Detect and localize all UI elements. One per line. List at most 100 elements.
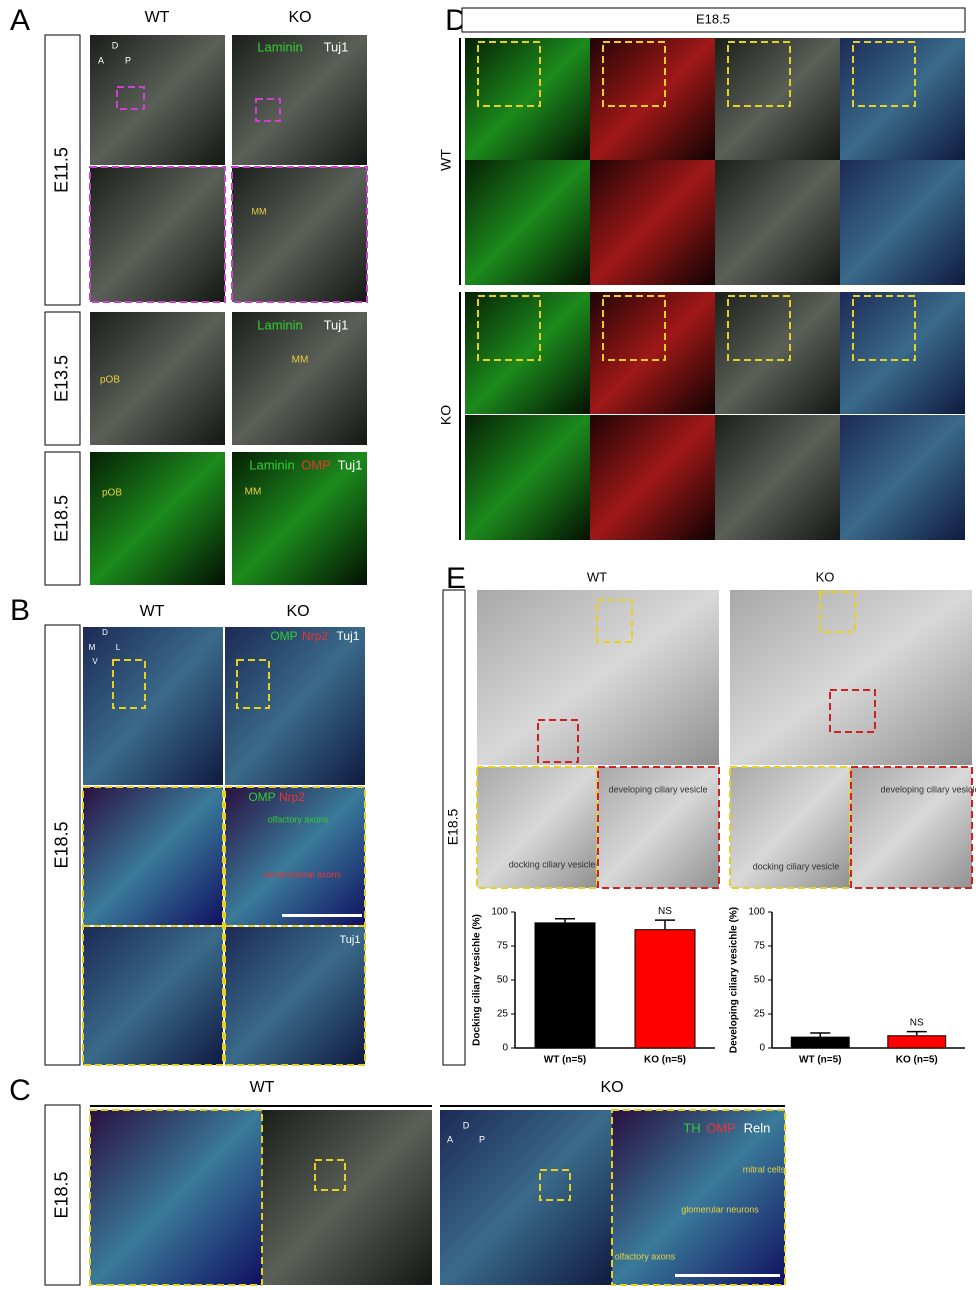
micrograph	[715, 160, 840, 285]
panel-label: B	[10, 594, 30, 627]
y-tick-label: 0	[502, 1043, 508, 1054]
row-label: E18.5	[445, 808, 461, 845]
y-tick-label: 50	[497, 975, 509, 986]
annotation: MM	[292, 355, 309, 366]
micrograph	[225, 927, 365, 1065]
bar	[887, 1035, 947, 1049]
panel-label: E	[446, 562, 466, 595]
y-tick-label: 100	[748, 907, 765, 918]
row-label-box	[44, 311, 81, 446]
annotation: P	[479, 1134, 485, 1144]
annotation: A	[447, 1134, 453, 1144]
annotation: TH	[683, 1120, 700, 1135]
row-label: E18.5	[51, 821, 71, 868]
annotation: developing ciliary vesicle	[880, 784, 976, 794]
micrograph	[851, 767, 972, 888]
micrograph	[225, 787, 365, 925]
zoom-box	[89, 166, 226, 303]
micrograph	[90, 167, 225, 302]
row-label-box	[44, 451, 81, 586]
scale-bar	[282, 914, 362, 917]
annotation: OMP	[301, 457, 331, 472]
zoom-box	[596, 599, 633, 643]
bar	[634, 929, 696, 1049]
annotation: docking ciliary vesicle	[753, 861, 840, 871]
zoom-box	[89, 1109, 263, 1286]
annotation: Laminin	[257, 317, 303, 332]
y-tick-label: 25	[497, 1009, 509, 1020]
column-header: KO	[816, 569, 835, 584]
x-tick-label: KO (n=5)	[644, 1055, 686, 1066]
micrograph	[840, 292, 965, 414]
micrograph	[590, 160, 715, 285]
row-label-box	[44, 1104, 81, 1286]
zoom-box	[602, 295, 666, 361]
micrograph	[440, 1110, 612, 1285]
x-tick-label: WT (n=5)	[544, 1055, 587, 1066]
y-tick-label: 25	[754, 1009, 766, 1020]
zoom-box	[255, 98, 281, 122]
row-label: KO	[438, 405, 454, 425]
annotation: Laminin	[257, 39, 303, 54]
micrograph	[83, 787, 223, 925]
row-label: E18.5	[51, 1171, 71, 1218]
row-label: E13.5	[51, 355, 71, 402]
zoom-box	[116, 86, 145, 110]
header-box	[461, 7, 966, 33]
bar	[790, 1036, 850, 1049]
zoom-box	[850, 766, 973, 889]
zoom-box	[829, 689, 876, 733]
zoom-box	[727, 295, 791, 361]
micrograph	[465, 160, 590, 285]
annotation: V	[92, 657, 98, 666]
micrograph	[232, 312, 367, 445]
zoom-box	[852, 41, 916, 107]
column-header: KO	[288, 9, 311, 26]
micrograph	[590, 38, 715, 160]
annotation: D	[102, 628, 108, 637]
zoom-box	[314, 1159, 346, 1191]
zoom-box	[112, 659, 146, 709]
x-tick-label: WT (n=5)	[799, 1055, 842, 1066]
micrograph	[90, 35, 225, 165]
y-tick-label: 100	[491, 907, 508, 918]
annotation: olfactory axons	[268, 814, 329, 824]
y-tick-label: 75	[754, 941, 766, 952]
micrograph	[232, 167, 367, 302]
annotation: Tuj1	[340, 934, 361, 946]
column-header: WT	[587, 569, 607, 584]
annotation: A	[98, 55, 104, 65]
zoom-box	[852, 295, 916, 361]
column-header: WT	[140, 603, 165, 620]
zoom-box	[602, 41, 666, 107]
micrograph	[90, 452, 225, 585]
row-label: WT	[438, 149, 454, 171]
zoom-box	[539, 1169, 571, 1201]
micrograph	[598, 767, 719, 888]
micrograph	[715, 292, 840, 414]
panel-label: C	[9, 1074, 31, 1107]
annotation: OMP	[248, 790, 275, 804]
annotation: Reln	[744, 1120, 771, 1135]
annotation: P	[125, 55, 131, 65]
annotation: Tuj1	[324, 39, 349, 54]
micrograph	[590, 292, 715, 414]
column-header: E18.5	[696, 11, 730, 26]
micrograph	[90, 1110, 262, 1285]
annotation: pOB	[102, 488, 122, 499]
micrograph	[715, 415, 840, 540]
scale-bar	[675, 1274, 780, 1277]
zoom-box	[236, 659, 270, 709]
annotation: mitral cells	[743, 1164, 786, 1174]
bar	[534, 922, 596, 1049]
micrograph	[730, 590, 972, 765]
column-header: WT	[145, 9, 170, 26]
annotation: MM	[252, 206, 267, 216]
annotation: D	[112, 40, 119, 50]
annotation: Nrp2	[279, 790, 305, 804]
annotation: glomerular neurons	[681, 1204, 759, 1214]
row-label-box	[442, 589, 466, 1066]
panel-label: D	[445, 4, 467, 37]
